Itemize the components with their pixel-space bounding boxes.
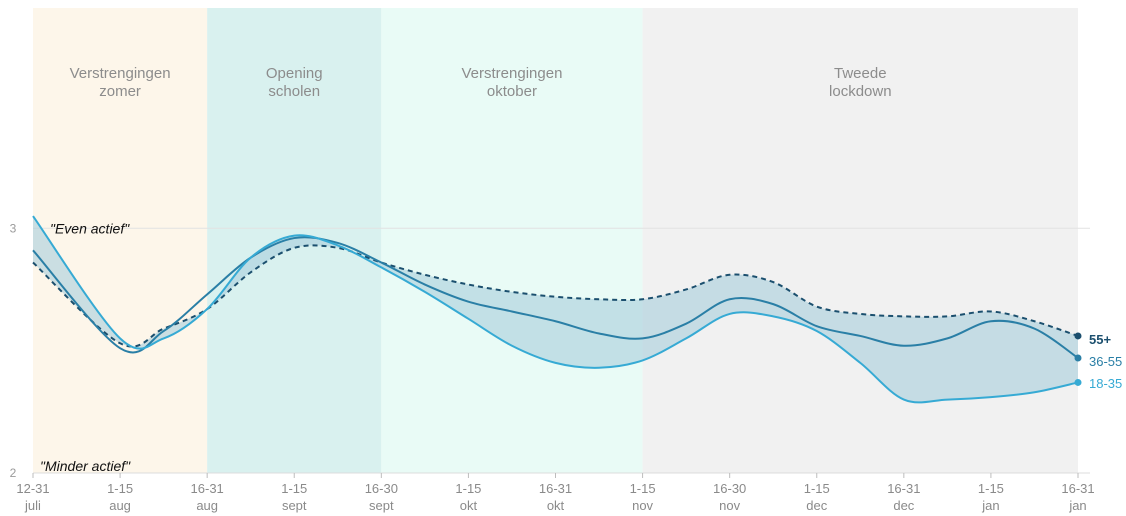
phase-label-line2: zomer xyxy=(99,83,141,100)
x-tick-label-bottom: aug xyxy=(196,498,218,513)
series-line-55 xyxy=(32,244,1079,348)
x-tick-label-bottom: jan xyxy=(1068,498,1086,513)
phase-label-line2: lockdown xyxy=(829,83,892,100)
x-tick-label-top: 16-30 xyxy=(713,481,746,496)
x-tick-label-bottom: aug xyxy=(109,498,131,513)
x-tick-label-top: 16-31 xyxy=(1061,481,1094,496)
x-tick-label-top: 16-31 xyxy=(191,481,224,496)
x-tick-label-bottom: sept xyxy=(369,498,394,513)
legend-label-3655: 36-55 xyxy=(1089,354,1122,369)
x-tick-label-top: 1-15 xyxy=(630,481,656,496)
series-line-3655 xyxy=(32,236,1079,359)
grid xyxy=(32,227,1090,478)
x-tick-label-bottom: sept xyxy=(282,498,307,513)
phase-band xyxy=(33,8,208,473)
x-tick-label-top: 1-15 xyxy=(455,481,481,496)
x-tick-label-top: 1-15 xyxy=(804,481,830,496)
x-tick-label-top: 1-15 xyxy=(281,481,307,496)
x-tick-label-top: 16-30 xyxy=(365,481,398,496)
phase-band xyxy=(381,8,643,473)
x-tick-label-top: 1-15 xyxy=(978,481,1004,496)
phase-label-line1: Opening xyxy=(266,65,323,82)
annotation-minder-actief: "Minder actief" xyxy=(40,458,131,474)
phase-label-line1: Verstrengingen xyxy=(462,65,563,82)
annotation-even-actief: "Even actief" xyxy=(50,220,130,236)
phase-label-line1: Tweede xyxy=(834,65,887,82)
x-tick-label-top: 12-31 xyxy=(16,481,49,496)
series-end-marker xyxy=(1074,378,1082,386)
x-tick-label-bottom: okt xyxy=(460,498,478,513)
series-lines xyxy=(32,215,1082,404)
y-tick-label: 3 xyxy=(10,221,17,235)
legend-label-1835: 18-35 xyxy=(1089,376,1122,391)
x-tick-label-top: 16-31 xyxy=(887,481,920,496)
series-line-1835 xyxy=(32,215,1079,404)
x-tick-label-bottom: dec xyxy=(893,498,914,513)
x-tick-label-bottom: juli xyxy=(24,498,41,513)
x-tick-label-bottom: nov xyxy=(632,498,653,513)
y-tick-label: 2 xyxy=(10,466,17,480)
spread-area xyxy=(33,216,1078,403)
x-tick-label-bottom: dec xyxy=(806,498,827,513)
phase-label-line2: oktober xyxy=(487,83,537,100)
chart-labels: VerstrengingenzomerOpeningscholenVerstre… xyxy=(10,65,1123,513)
spread-band xyxy=(33,216,1078,403)
phase-label-line2: scholen xyxy=(268,83,320,100)
x-tick-label-bottom: jan xyxy=(981,498,999,513)
legend-label-55: 55+ xyxy=(1089,332,1111,347)
x-tick-label-bottom: nov xyxy=(719,498,740,513)
x-tick-label-bottom: okt xyxy=(547,498,565,513)
series-end-marker xyxy=(1074,332,1082,340)
x-tick-label-top: 16-31 xyxy=(539,481,572,496)
series-end-marker xyxy=(1074,354,1082,362)
x-tick-label-top: 1-15 xyxy=(107,481,133,496)
phase-label-line1: Verstrengingen xyxy=(70,65,171,82)
